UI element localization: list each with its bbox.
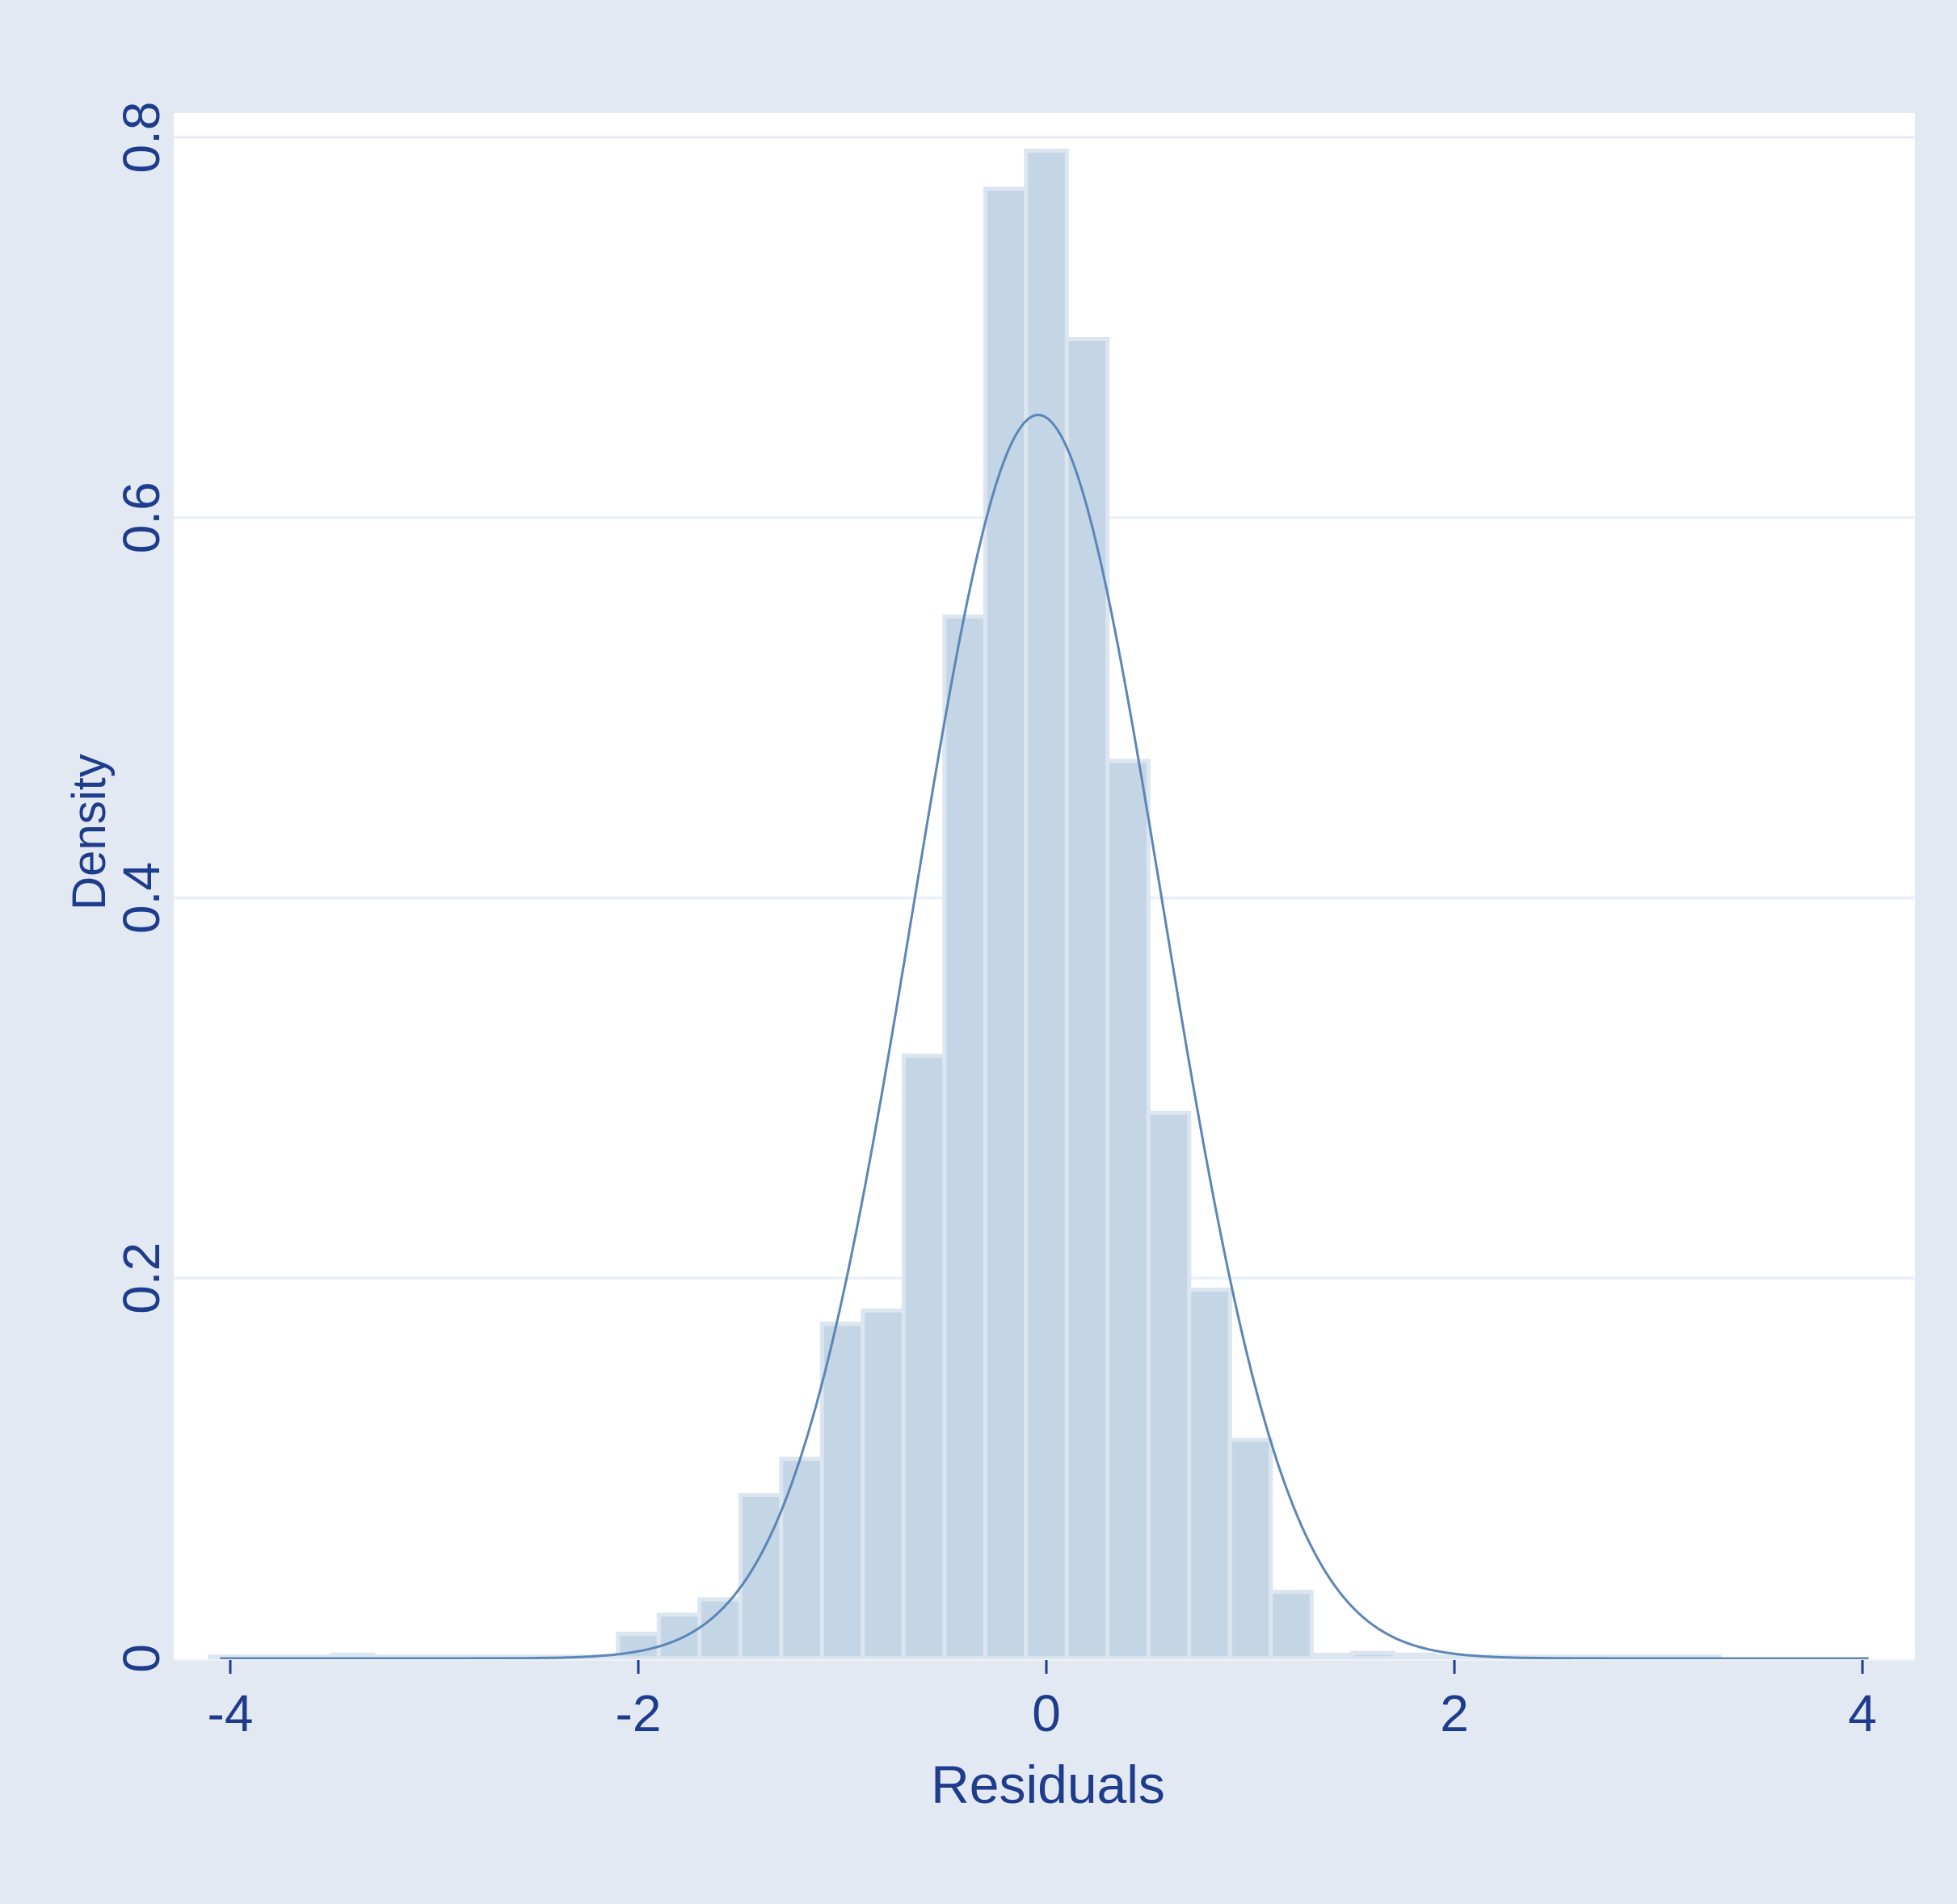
y-tick-label: 0.6 xyxy=(112,481,170,553)
x-tick-label: 0 xyxy=(1032,1684,1061,1742)
histogram-bar xyxy=(1269,1590,1314,1661)
histogram-bar xyxy=(1227,1437,1273,1661)
histogram-bar xyxy=(1146,1111,1192,1661)
y-tick-label: 0.2 xyxy=(112,1242,170,1314)
histogram-bar xyxy=(861,1308,906,1661)
y-tick-label: 0 xyxy=(112,1644,170,1673)
histogram-bar xyxy=(942,614,987,1661)
y-axis-ticks: 0 0.2 0.4 0.6 0.8 xyxy=(112,102,170,1673)
histogram-bar xyxy=(697,1597,743,1661)
histogram-bar xyxy=(1432,1654,1477,1661)
histogram-bar xyxy=(1391,1652,1437,1661)
histogram-bar xyxy=(983,187,1029,1661)
histogram-bar xyxy=(779,1456,824,1661)
normal-density-curve xyxy=(220,414,1869,1660)
histogram-bar xyxy=(616,1631,661,1661)
histogram-bar xyxy=(656,1612,702,1661)
histogram-bar xyxy=(1024,149,1069,1661)
histogram-bar xyxy=(901,1053,947,1661)
x-tick-label: -4 xyxy=(208,1684,254,1742)
x-tick-label: 4 xyxy=(1848,1684,1877,1742)
histogram-bar xyxy=(1105,759,1151,1661)
histogram-bar xyxy=(1187,1287,1232,1661)
x-tick-label: -2 xyxy=(616,1684,662,1742)
x-tick-label: 2 xyxy=(1440,1684,1469,1742)
histogram-bar xyxy=(1064,337,1110,1661)
x-axis-ticks: -4 -2 0 2 4 xyxy=(208,1660,1877,1742)
histogram-bars xyxy=(208,149,1722,1661)
histogram-bar xyxy=(1309,1652,1355,1661)
y-tick-label: 0.4 xyxy=(112,862,170,934)
histogram-bar xyxy=(1350,1650,1395,1661)
histogram-bar xyxy=(819,1322,865,1661)
x-axis-title: Residuals xyxy=(931,1755,1165,1814)
y-tick-label: 0.8 xyxy=(112,102,170,174)
y-axis-title: Density xyxy=(63,754,116,910)
